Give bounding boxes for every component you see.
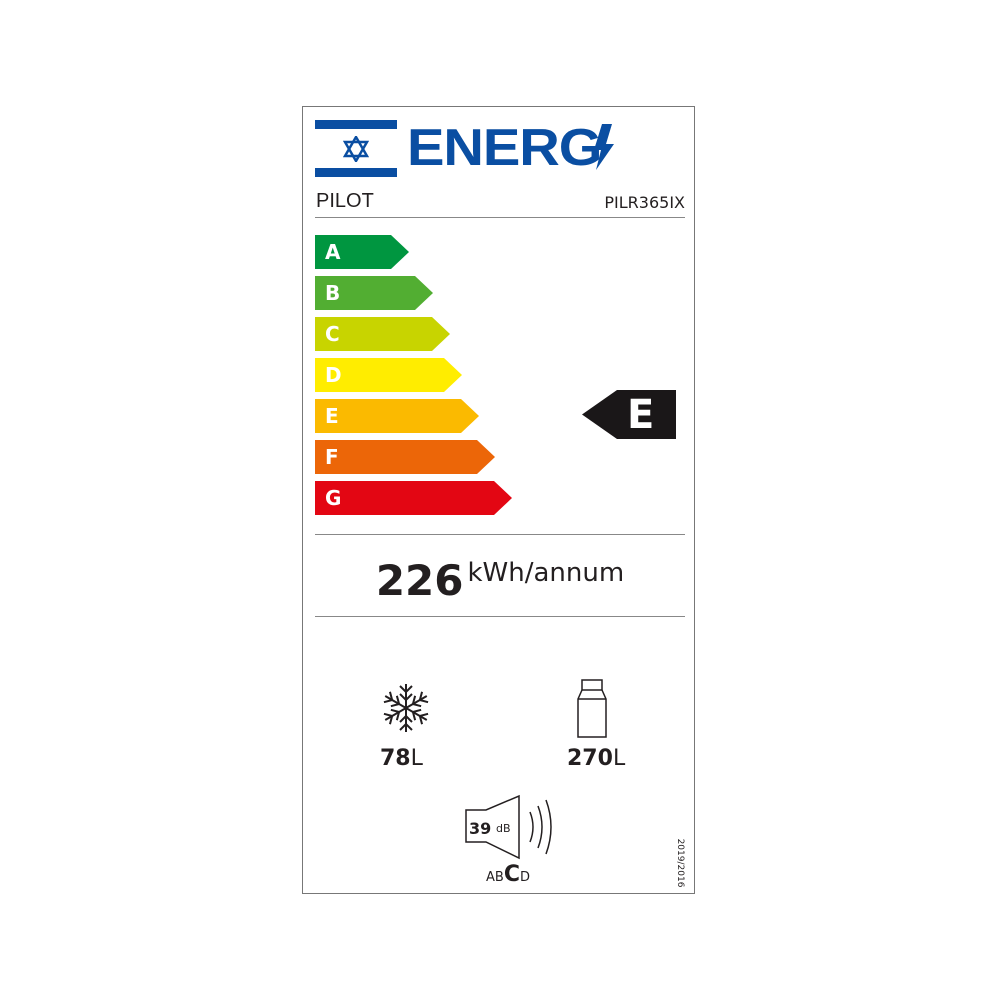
class-bar-c: C (315, 317, 450, 351)
class-bar-b: B (315, 276, 433, 310)
lightning-icon (594, 124, 614, 170)
energy-label (302, 106, 695, 894)
speaker-icon (465, 794, 552, 860)
energy-logo: ENERG (407, 119, 602, 177)
fridge-volume: 270L (567, 746, 626, 771)
class-bar-a: A (315, 235, 409, 269)
energy-consumption: 226 kWh/annum (375, 556, 625, 605)
noise-unit: dB (496, 822, 511, 835)
class-bar-f: F (315, 440, 495, 474)
class-bar-g: G (315, 481, 512, 515)
bottle-icon (577, 679, 607, 738)
divider (315, 616, 685, 617)
class-bar-d: D (315, 358, 462, 392)
snowflake-icon (381, 684, 431, 733)
divider (315, 534, 685, 535)
noise-class-scale: ABCD (486, 862, 530, 887)
model-number: PILR365IX (604, 193, 685, 212)
israel-flag-icon (315, 120, 397, 177)
brand-name: PILOT (316, 190, 374, 212)
class-bar-e: E (315, 399, 479, 433)
divider (315, 217, 685, 218)
noise-value: 39 (469, 819, 492, 838)
regulation-number: 2019/2016 (675, 838, 685, 888)
freezer-volume: 78L (380, 746, 423, 771)
